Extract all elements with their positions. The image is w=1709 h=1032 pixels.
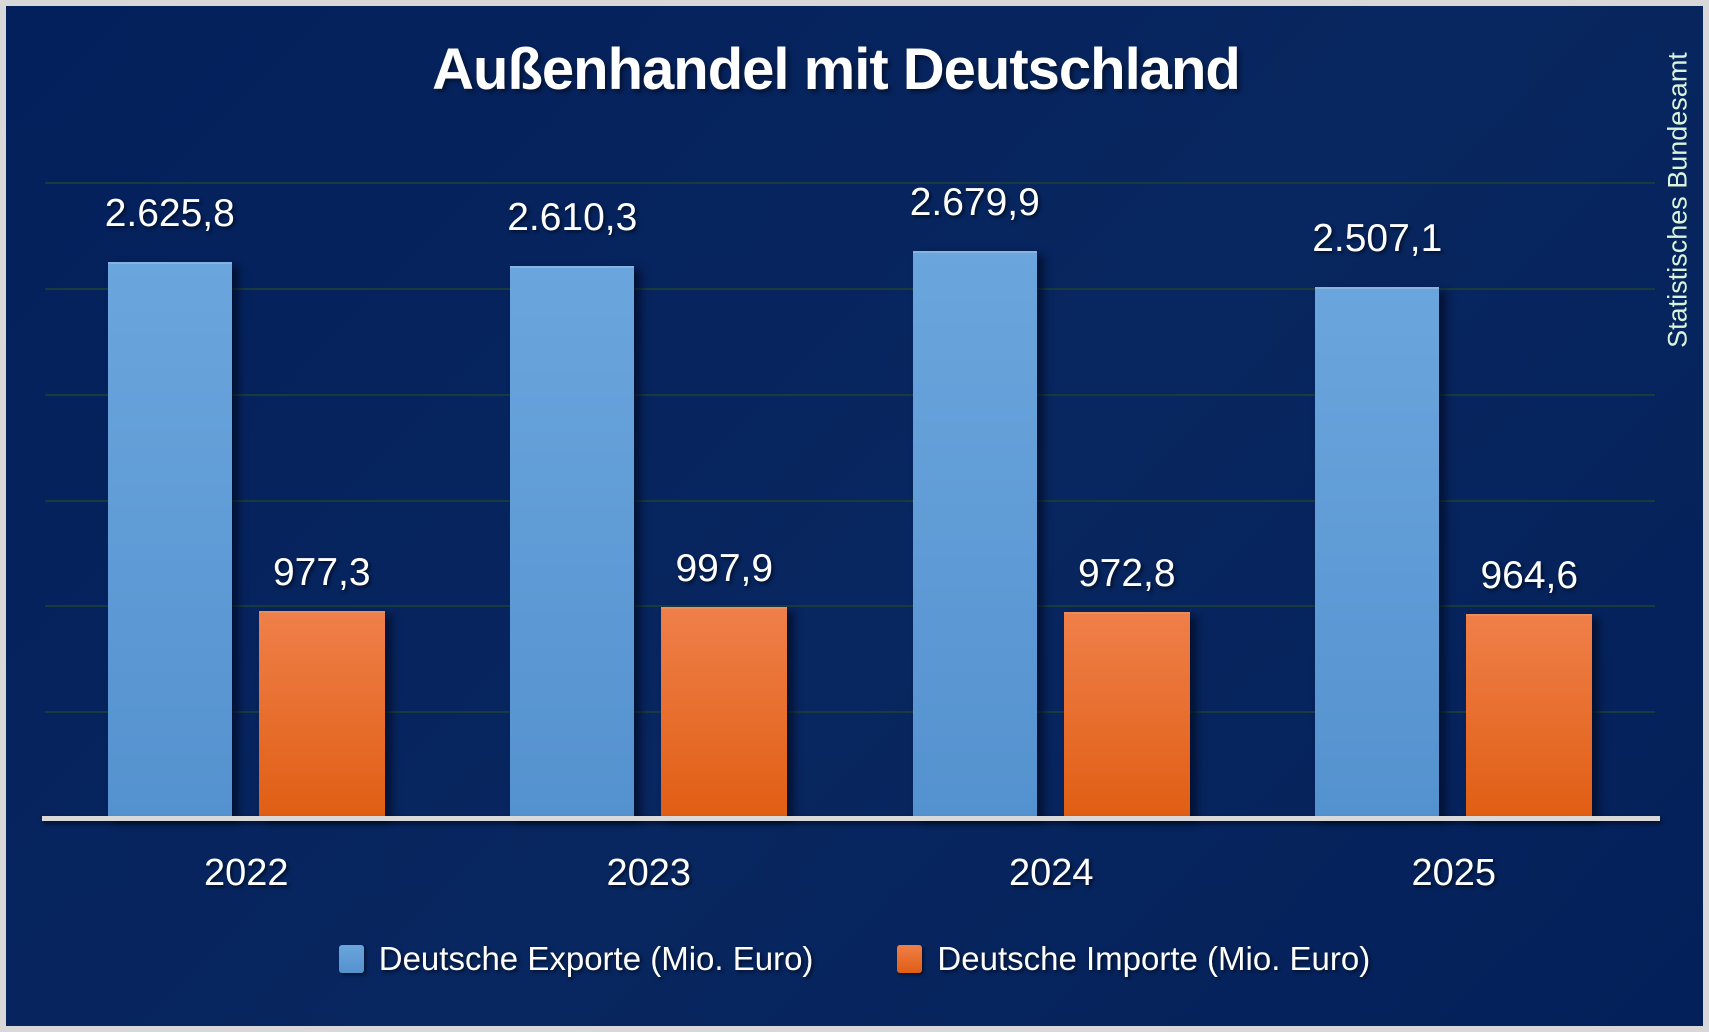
bar-group-2022: 2.625,8 977,3 bbox=[45, 183, 448, 818]
imports-legend-swatch bbox=[897, 945, 923, 973]
x-axis-label-2023: 2023 bbox=[606, 852, 692, 894]
gridline-1500 bbox=[45, 499, 1655, 502]
bar-value-label: 2.625,8 bbox=[104, 192, 235, 236]
import-bar-2025: 964,6 bbox=[1466, 554, 1593, 818]
bar-value-label: 997,9 bbox=[675, 546, 774, 590]
x-axis-labels: 2022 2023 2024 2025 bbox=[45, 852, 1655, 895]
x-axis-label-2022: 2022 bbox=[203, 852, 289, 894]
x-axis-label-2025: 2025 bbox=[1411, 852, 1497, 894]
gridline-2000 bbox=[45, 393, 1655, 396]
bar-value-label: 964,6 bbox=[1480, 553, 1579, 597]
exports-legend-swatch bbox=[338, 945, 364, 973]
imports-legend-label: Deutsche Importe (Mio. Euro) bbox=[937, 940, 1371, 977]
bar-value-label: 977,3 bbox=[272, 551, 371, 595]
bar-value-label: 2.679,9 bbox=[909, 180, 1040, 224]
export-bar-2025: 2.507,1 bbox=[1312, 217, 1442, 818]
x-axis-label-2024: 2024 bbox=[1008, 852, 1094, 894]
bar-group-2025: 2.507,1 964,6 bbox=[1253, 183, 1656, 818]
export-bar-2022: 2.625,8 bbox=[105, 192, 235, 818]
import-bar-2023: 997,9 bbox=[661, 547, 788, 818]
legend-item-imports: Deutsche Importe (Mio. Euro) bbox=[897, 940, 1370, 978]
bar-value-label: 972,8 bbox=[1077, 552, 1176, 596]
export-bar-2024: 2.679,9 bbox=[910, 181, 1040, 818]
gridline-500 bbox=[45, 711, 1655, 714]
plot-area: 2.625,8 977,3 2.610,3 997,9 2.679,9 972,8 2.50… bbox=[42, 181, 1660, 821]
import-bar-2024: 972,8 bbox=[1063, 552, 1190, 818]
export-bar-2023: 2.610,3 bbox=[507, 196, 637, 818]
exports-legend-label: Deutsche Exporte (Mio. Euro) bbox=[378, 940, 814, 977]
x-axis-line bbox=[42, 816, 1660, 821]
gridline-1000 bbox=[45, 605, 1655, 608]
gridline-3000 bbox=[45, 182, 1655, 184]
bar-group-2023: 2.610,3 997,9 bbox=[448, 183, 851, 818]
import-bar-2022: 977,3 bbox=[258, 551, 385, 818]
bar-value-label: 2.507,1 bbox=[1312, 217, 1443, 261]
chart-title: Außenhandel mit Deutschland bbox=[432, 37, 1241, 102]
gridline-2500 bbox=[45, 287, 1655, 290]
legend-item-exports: Deutsche Exporte (Mio. Euro) bbox=[338, 940, 814, 978]
chart-legend: Deutsche Exporte (Mio. Euro) Deutsche Im… bbox=[0, 940, 1709, 978]
source-attribution: Statistisches Bundesamt bbox=[1662, 52, 1693, 348]
bar-group-2024: 2.679,9 972,8 bbox=[850, 181, 1253, 818]
bar-groups-row: 2.625,8 977,3 2.610,3 997,9 2.679,9 972,8 2.50… bbox=[45, 181, 1656, 818]
bar-value-label: 2.610,3 bbox=[507, 195, 638, 239]
